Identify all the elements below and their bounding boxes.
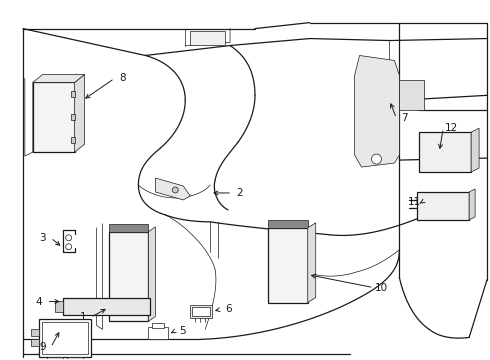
Polygon shape xyxy=(33,75,85,82)
Text: 2: 2 xyxy=(237,188,244,198)
Bar xyxy=(71,138,74,144)
Bar xyxy=(31,339,39,346)
Bar xyxy=(190,31,225,45)
Bar xyxy=(71,114,74,120)
Text: 5: 5 xyxy=(179,327,186,336)
Bar xyxy=(33,82,74,152)
Bar xyxy=(192,306,210,316)
Text: 3: 3 xyxy=(40,233,46,243)
Bar xyxy=(31,329,39,336)
Bar xyxy=(63,298,150,315)
Bar xyxy=(399,80,424,110)
Bar xyxy=(152,323,164,328)
Polygon shape xyxy=(308,223,316,302)
Bar xyxy=(268,228,308,302)
Text: 9: 9 xyxy=(40,342,46,352)
Circle shape xyxy=(172,187,178,193)
Bar xyxy=(67,357,83,360)
Text: 6: 6 xyxy=(225,305,231,315)
Circle shape xyxy=(66,244,72,250)
Bar xyxy=(108,224,148,232)
Circle shape xyxy=(66,235,72,241)
Text: 10: 10 xyxy=(375,283,388,293)
Text: 12: 12 xyxy=(444,123,458,133)
Text: 4: 4 xyxy=(35,297,42,306)
Bar xyxy=(417,192,469,220)
Text: 1: 1 xyxy=(79,312,86,323)
Polygon shape xyxy=(148,227,155,321)
Bar xyxy=(39,319,91,357)
Bar xyxy=(47,357,63,360)
Polygon shape xyxy=(74,75,85,152)
Text: 11: 11 xyxy=(408,197,421,207)
Bar xyxy=(190,305,212,319)
Bar xyxy=(268,220,308,228)
Bar xyxy=(148,328,168,339)
Bar xyxy=(108,232,148,321)
Text: 8: 8 xyxy=(119,73,126,84)
Polygon shape xyxy=(355,55,399,167)
Polygon shape xyxy=(471,128,479,172)
Text: 7: 7 xyxy=(401,113,408,123)
Polygon shape xyxy=(155,178,190,200)
Bar xyxy=(419,132,471,172)
Circle shape xyxy=(371,154,382,164)
Polygon shape xyxy=(469,189,475,220)
Bar xyxy=(42,323,88,354)
Bar xyxy=(71,91,74,97)
Bar xyxy=(55,301,63,312)
